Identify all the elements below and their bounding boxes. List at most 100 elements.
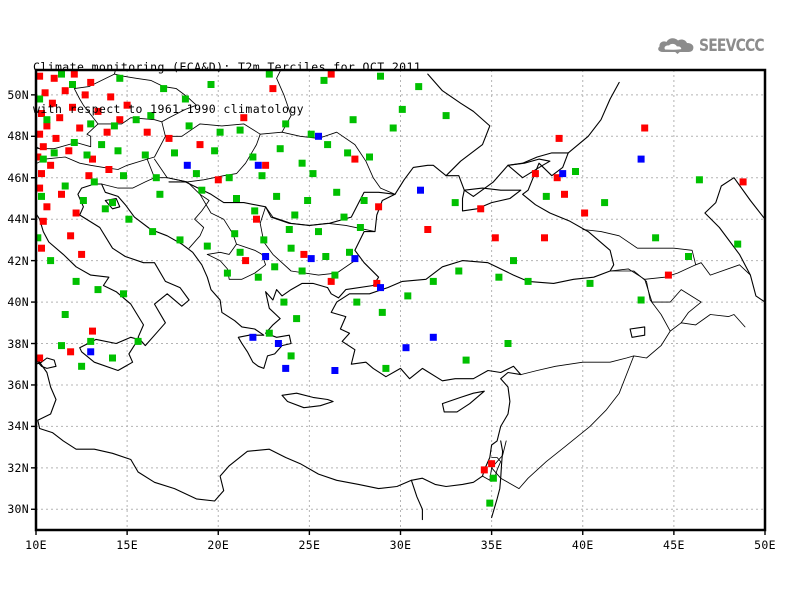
- tercile-marker: [265, 329, 273, 337]
- tercile-marker: [69, 103, 76, 111]
- coastline-path: [199, 193, 237, 255]
- tercile-marker: [38, 244, 45, 252]
- x-axis-tick-label: 30E: [389, 538, 412, 552]
- tercile-marker: [488, 460, 496, 468]
- tercile-marker: [486, 499, 494, 507]
- tercile-marker: [262, 161, 270, 169]
- tercile-marker: [382, 364, 390, 372]
- tercile-marker: [462, 356, 470, 364]
- tercile-marker: [559, 170, 567, 178]
- figure-title: Climate monitoring (ECA&D): T2m Terciles…: [33, 32, 421, 144]
- tercile-marker: [38, 170, 45, 178]
- tercile-marker: [315, 132, 322, 140]
- tercile-marker: [125, 215, 133, 223]
- coastline-path: [644, 278, 702, 324]
- tercile-marker: [223, 269, 231, 277]
- tercile-marker: [253, 215, 260, 223]
- tercile-marker: [324, 141, 332, 149]
- tercile-marker: [198, 186, 206, 194]
- figure-title-line-2: with respect to 1961-1990 climatology: [33, 102, 304, 116]
- tercile-marker: [322, 253, 330, 260]
- tercile-marker: [160, 85, 168, 93]
- tercile-marker: [555, 134, 563, 142]
- x-axis-tick-label: 25E: [298, 538, 321, 552]
- tercile-marker: [36, 130, 44, 138]
- x-axis-tick-label: 40E: [571, 538, 594, 552]
- tercile-marker: [389, 124, 397, 132]
- tercile-marker: [58, 70, 65, 78]
- coastline-path: [259, 131, 396, 195]
- tercile-marker: [41, 89, 49, 97]
- tercile-marker: [72, 277, 80, 285]
- tercile-marker: [375, 203, 383, 211]
- tercile-marker: [417, 186, 424, 194]
- coastline-path: [629, 326, 646, 338]
- x-axis-tick-label: 35E: [480, 538, 503, 552]
- tercile-marker: [89, 155, 96, 163]
- tercile-marker: [349, 116, 357, 124]
- tercile-marker: [504, 340, 512, 347]
- coastline-path: [518, 355, 635, 490]
- tercile-marker: [685, 253, 692, 260]
- x-axis-tick-label: 15E: [116, 538, 138, 552]
- y-axis-tick-label: 40N: [7, 295, 29, 310]
- tercile-marker: [304, 197, 312, 204]
- tercile-marker: [36, 354, 44, 362]
- tercile-marker: [291, 211, 299, 219]
- tercile-marker: [50, 149, 58, 157]
- tercile-marker: [216, 128, 224, 136]
- tercile-marker: [282, 364, 290, 372]
- tercile-marker: [211, 147, 219, 155]
- tercile-marker: [254, 161, 262, 169]
- tercile-marker: [165, 134, 173, 142]
- data-markers: [36, 70, 747, 507]
- coastline-path: [427, 73, 491, 177]
- y-axis-tick-label: 48N: [7, 129, 29, 144]
- tercile-marker: [43, 122, 51, 130]
- y-axis-tick-label: 38N: [7, 336, 29, 351]
- y-axis-tick-label: 46N: [7, 170, 29, 185]
- tercile-marker: [353, 298, 361, 306]
- tercile-marker: [236, 126, 244, 134]
- coastline-path: [582, 229, 697, 266]
- tercile-marker: [143, 128, 151, 136]
- coastline-path: [154, 177, 210, 249]
- tercile-marker: [203, 242, 211, 250]
- tercile-marker: [282, 120, 290, 128]
- tercile-marker: [105, 166, 113, 173]
- tercile-marker: [276, 145, 284, 153]
- y-axis-tick-label: 30N: [7, 502, 29, 517]
- tercile-marker: [495, 273, 503, 281]
- tercile-marker: [83, 151, 91, 159]
- tercile-marker: [149, 228, 157, 236]
- tercile-marker: [402, 344, 410, 352]
- tercile-marker: [109, 199, 116, 207]
- coastline-path: [206, 243, 267, 280]
- y-axis-tick-label: 34N: [7, 419, 29, 434]
- tercile-marker: [114, 147, 122, 155]
- tercile-marker: [734, 240, 742, 248]
- tercile-marker: [442, 112, 450, 120]
- tercile-marker: [553, 174, 561, 182]
- tercile-marker: [134, 337, 142, 345]
- tercile-marker: [183, 161, 191, 169]
- tercile-marker: [254, 273, 262, 281]
- tercile-marker: [156, 190, 164, 198]
- tercile-marker: [315, 228, 322, 236]
- tercile-marker: [541, 234, 548, 242]
- tercile-marker: [85, 172, 93, 180]
- tercile-marker: [269, 85, 277, 93]
- tercile-marker: [309, 170, 317, 178]
- tercile-marker: [70, 139, 78, 146]
- tercile-marker: [356, 224, 364, 231]
- tercile-marker: [147, 112, 155, 120]
- tercile-marker: [185, 122, 193, 130]
- tercile-marker: [491, 234, 499, 242]
- tercile-marker: [510, 257, 517, 265]
- tercile-marker: [120, 290, 127, 298]
- axis-ticks: [31, 94, 766, 535]
- tercile-marker: [69, 81, 76, 88]
- tercile-marker: [331, 271, 339, 279]
